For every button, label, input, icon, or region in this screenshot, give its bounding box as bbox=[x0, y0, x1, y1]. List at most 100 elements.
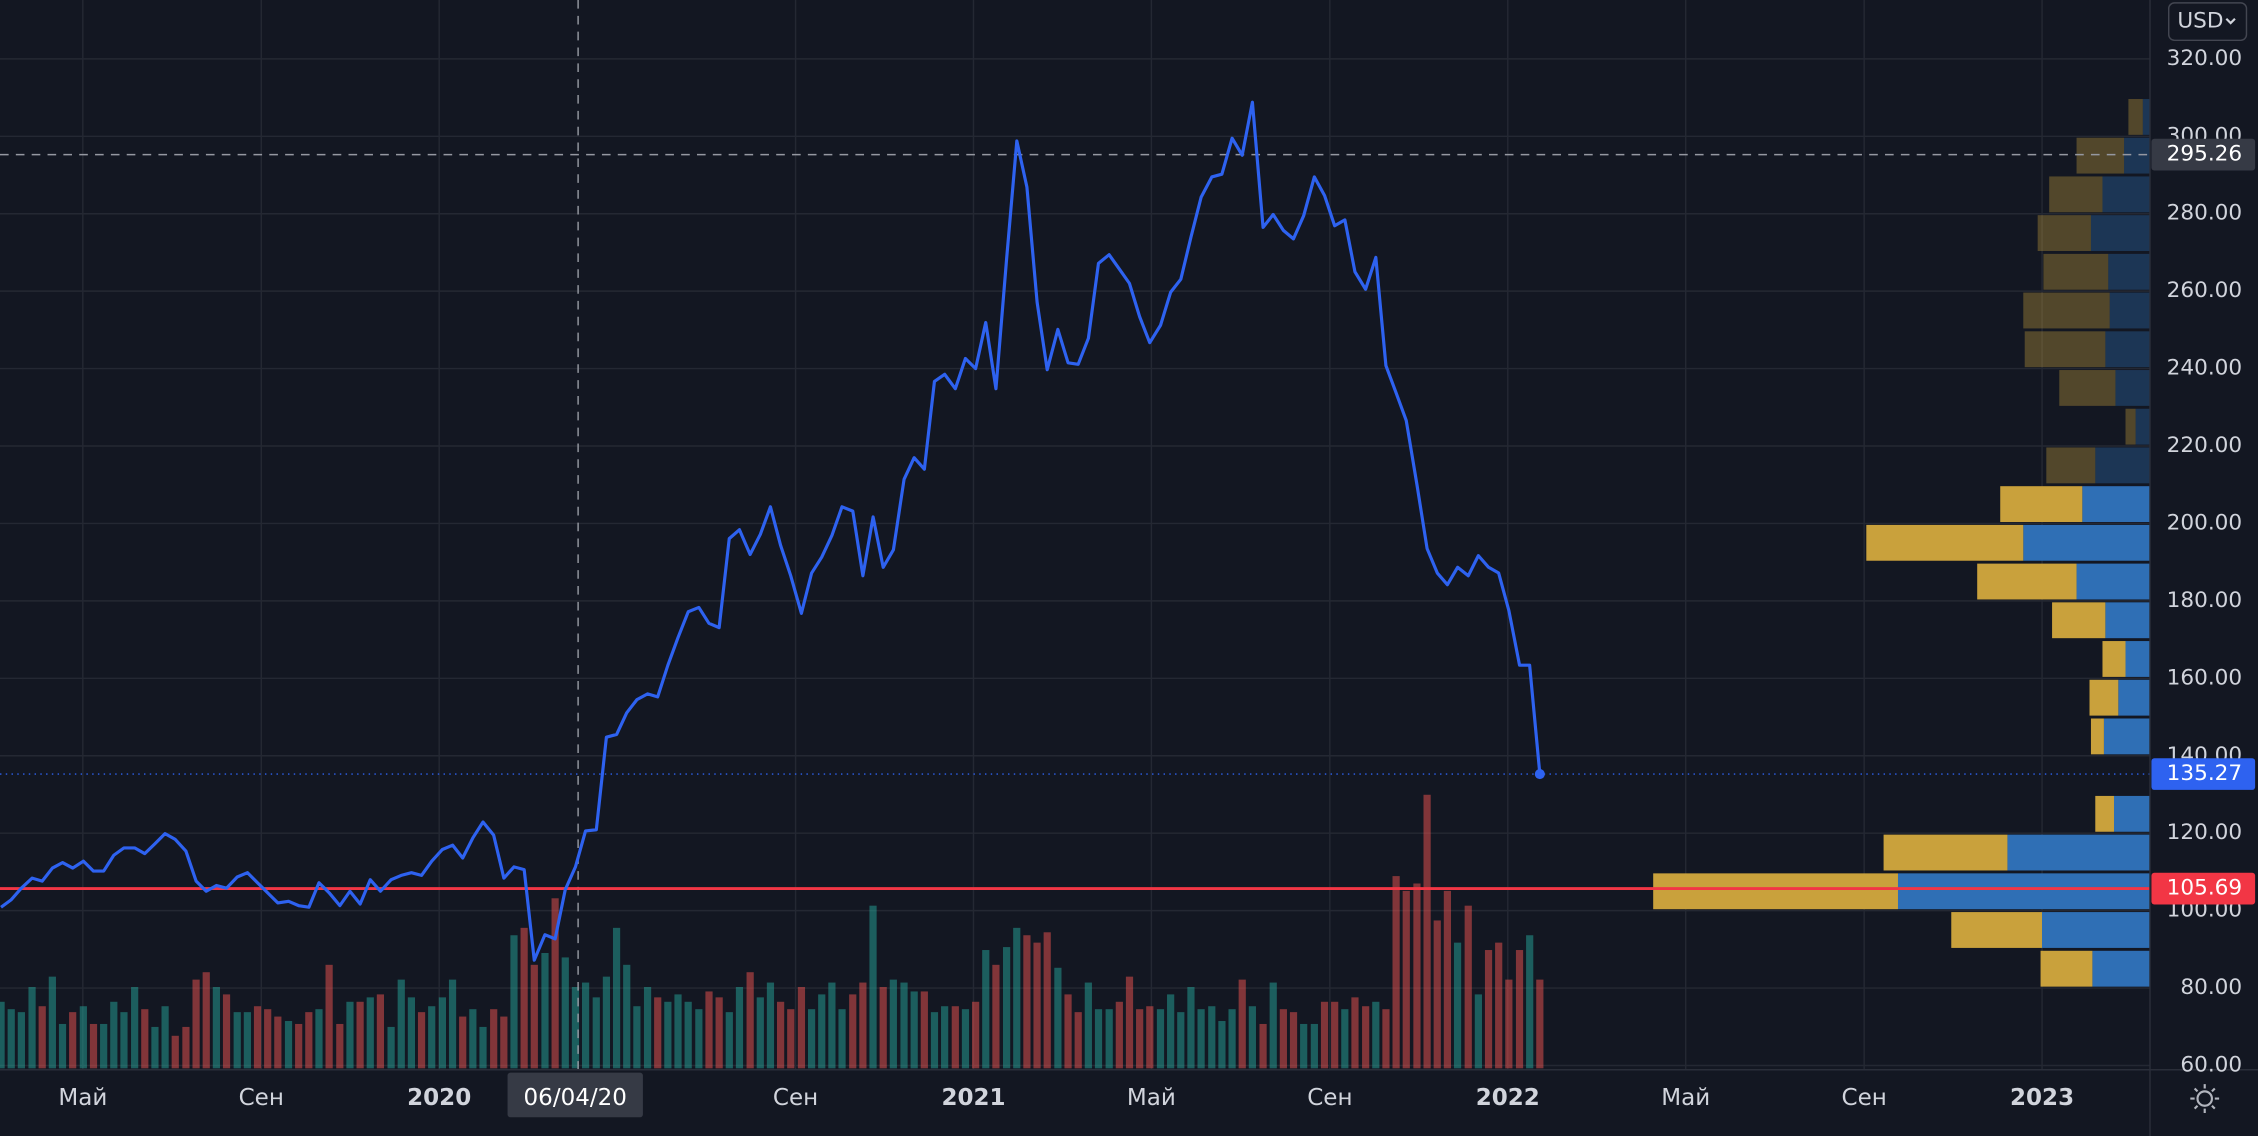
x-tick-label: Сен bbox=[773, 1085, 818, 1111]
volume-bar bbox=[89, 1023, 98, 1069]
profile-down bbox=[1866, 524, 2024, 561]
crosshair-price-label: 295.26 bbox=[2167, 142, 2243, 167]
volume-bar bbox=[243, 1012, 251, 1069]
volume-bar bbox=[1484, 950, 1493, 1069]
volume-bar bbox=[571, 987, 580, 1069]
volume-bar bbox=[869, 905, 877, 1069]
volume-bar bbox=[1423, 794, 1431, 1069]
crosshair-price-label-box bbox=[2151, 138, 2256, 171]
volume-bar bbox=[1084, 982, 1092, 1069]
volume-bar bbox=[1536, 979, 1544, 1069]
volume-bar bbox=[1269, 982, 1277, 1069]
volume-bar bbox=[336, 1023, 344, 1069]
horizontal-line-label: 105.69 bbox=[2167, 876, 2243, 901]
last-price-label: 135.27 bbox=[2167, 761, 2243, 786]
profile-down bbox=[2043, 253, 2109, 290]
last-price-label-box bbox=[2151, 758, 2256, 790]
volume-bar bbox=[500, 1016, 508, 1069]
volume-bar bbox=[910, 991, 918, 1069]
volume-bar bbox=[972, 1001, 980, 1069]
volume-bar bbox=[930, 1012, 939, 1069]
volume-bar bbox=[459, 1016, 467, 1069]
currency-label[interactable]: USD bbox=[2177, 9, 2223, 34]
volume-bar bbox=[356, 1001, 364, 1069]
profile-up bbox=[2124, 137, 2150, 174]
volume-bar bbox=[1167, 994, 1175, 1069]
volume-bar bbox=[766, 982, 775, 1069]
volume-bar bbox=[1228, 1009, 1236, 1069]
currency-button[interactable]: USD bbox=[2167, 2, 2248, 42]
volume-bar bbox=[920, 991, 928, 1069]
volume-bar bbox=[1259, 1023, 1267, 1069]
volume-bar bbox=[746, 972, 754, 1069]
volume-bar bbox=[1156, 1009, 1165, 1069]
volume-bar bbox=[828, 982, 836, 1069]
volume-bar bbox=[1136, 1009, 1144, 1069]
volume-bar bbox=[1043, 932, 1051, 1069]
volume-bar bbox=[48, 976, 56, 1069]
volume-bar bbox=[1331, 1001, 1339, 1069]
profile-up bbox=[2102, 176, 2150, 213]
profile-up bbox=[2115, 370, 2150, 406]
volume-bar bbox=[305, 1012, 313, 1069]
x-tick-label: Сен bbox=[1842, 1085, 1887, 1111]
volume-bar bbox=[397, 979, 405, 1069]
gear-icon[interactable] bbox=[2196, 1090, 2213, 1107]
profile-up bbox=[2118, 679, 2150, 716]
volume-bar bbox=[1094, 1009, 1103, 1069]
volume-bar bbox=[1300, 1023, 1308, 1069]
volume-bar bbox=[100, 1023, 108, 1069]
volume-bar bbox=[530, 964, 538, 1069]
horizontal-line-label-box bbox=[2151, 872, 2256, 905]
volume-bar bbox=[1218, 1021, 1226, 1069]
volume-bar bbox=[1023, 935, 1031, 1069]
volume-bar bbox=[17, 1012, 25, 1069]
volume-bar bbox=[151, 1026, 159, 1069]
x-tick-label: 2022 bbox=[1476, 1085, 1540, 1111]
volume-bar bbox=[1453, 942, 1462, 1069]
x-tick-label: Сен bbox=[239, 1085, 284, 1111]
chevron[interactable] bbox=[2225, 17, 2236, 25]
volume-bar bbox=[284, 1021, 293, 1069]
volume-bar bbox=[1177, 1012, 1185, 1069]
volume-bar bbox=[212, 987, 220, 1069]
volume-bar bbox=[849, 994, 857, 1069]
profile-down bbox=[2102, 641, 2126, 677]
y-tick-label: 160.00 bbox=[2167, 665, 2243, 690]
volume-bar bbox=[900, 982, 908, 1069]
volume-bar bbox=[889, 979, 897, 1069]
volume-bar bbox=[807, 1009, 816, 1069]
volume-bar bbox=[1013, 927, 1021, 1069]
price-line bbox=[0, 100, 1542, 962]
volume-bar bbox=[992, 964, 1000, 1069]
volume-bar bbox=[1125, 976, 1134, 1069]
profile-up bbox=[2082, 486, 2150, 523]
volume-bar bbox=[233, 1012, 241, 1069]
profile-up bbox=[2095, 447, 2150, 484]
x-tick-label: Май bbox=[1127, 1085, 1176, 1111]
volume-bar bbox=[264, 1009, 272, 1069]
volume-bar bbox=[1064, 994, 1072, 1069]
volume-bar bbox=[1310, 1023, 1318, 1069]
volume-bar bbox=[1515, 950, 1524, 1069]
volume-bar bbox=[1372, 1001, 1380, 1069]
volume-bar bbox=[1464, 905, 1472, 1069]
volume-bar bbox=[1187, 987, 1195, 1069]
volume-bar bbox=[787, 1009, 795, 1069]
volume-bar bbox=[376, 994, 385, 1069]
volume-bar bbox=[69, 1012, 77, 1069]
profile-down bbox=[2023, 292, 2110, 329]
y-tick-label: 80.00 bbox=[2180, 975, 2242, 1000]
volume-bar bbox=[633, 1006, 641, 1069]
crosshair-date-box bbox=[507, 1072, 643, 1118]
volume-bar bbox=[602, 976, 611, 1069]
profile-up bbox=[2092, 950, 2150, 987]
volume-bar bbox=[695, 1009, 703, 1069]
profile-up bbox=[2041, 912, 2150, 948]
volume-bar bbox=[777, 1001, 785, 1069]
currency-button-frame[interactable] bbox=[2167, 2, 2248, 42]
profile-up bbox=[2135, 408, 2150, 445]
volume-bar bbox=[1115, 1001, 1123, 1069]
profile-down bbox=[1653, 873, 1898, 910]
